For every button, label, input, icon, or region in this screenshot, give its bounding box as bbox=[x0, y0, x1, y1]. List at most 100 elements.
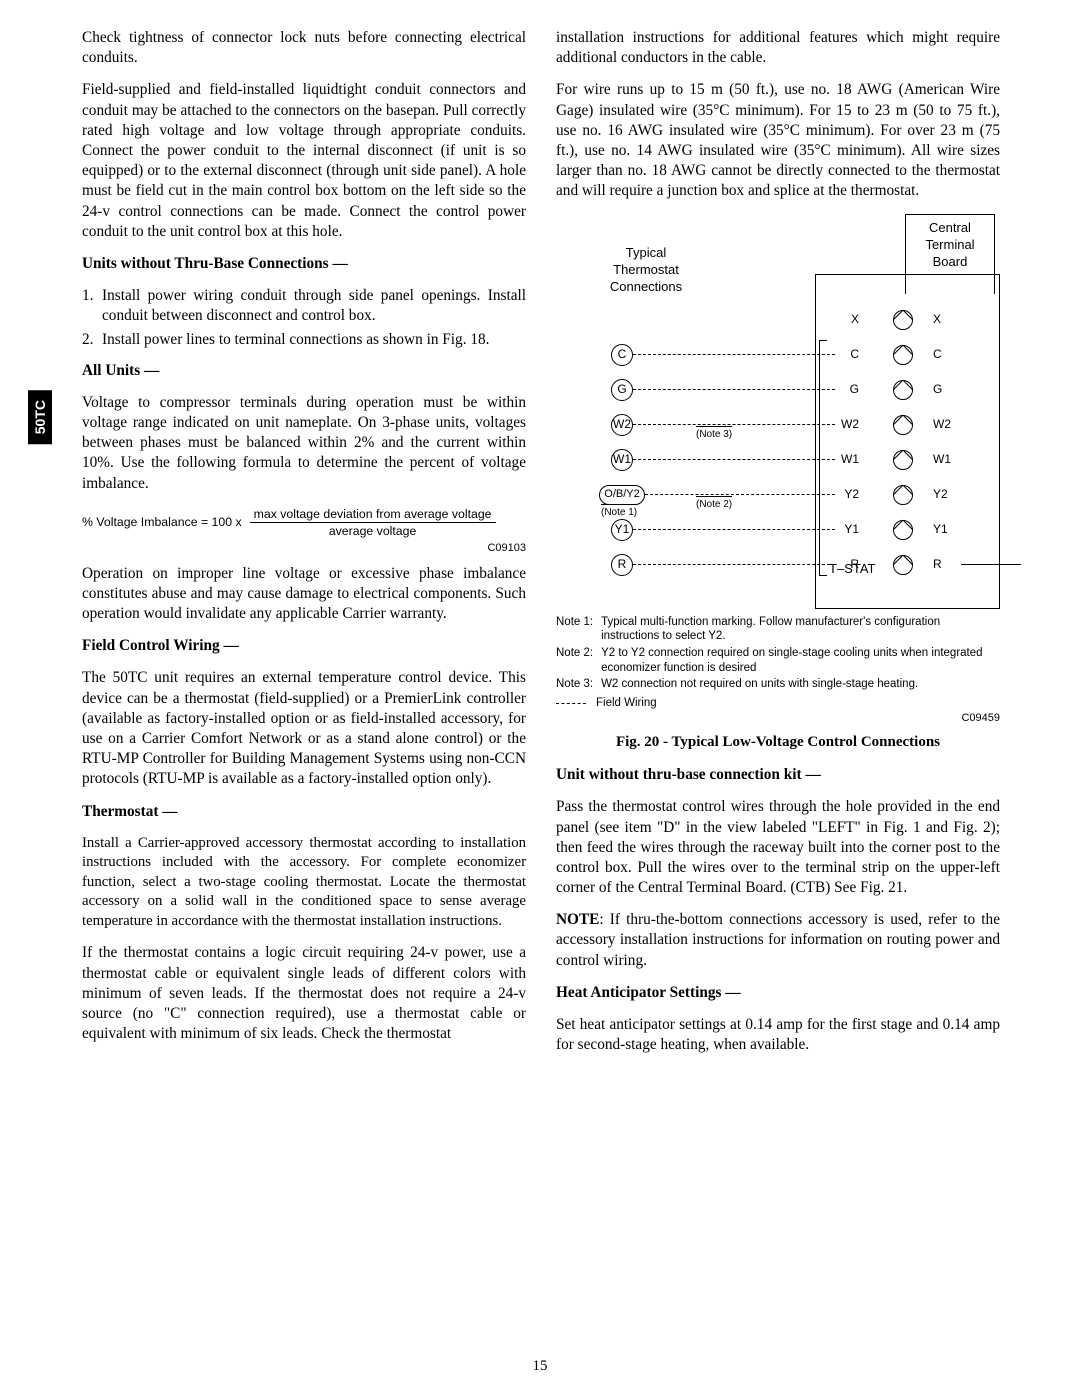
ctb-terminal-left: Y1 bbox=[837, 522, 859, 538]
field-wire bbox=[633, 424, 835, 425]
numbered-list: 1.Install power wiring conduit through s… bbox=[82, 286, 526, 351]
thermostat-terminal: R bbox=[611, 554, 633, 576]
field-wire bbox=[633, 354, 835, 355]
page-content: Check tightness of connector lock nuts b… bbox=[82, 28, 1000, 1067]
para: installation instructions for additional… bbox=[556, 28, 1000, 68]
tstat-bracket bbox=[819, 340, 827, 576]
ctb-terminal-left: G bbox=[837, 382, 859, 398]
formula-fraction: max voltage deviation from average volta… bbox=[250, 506, 496, 539]
ctb-terminal-right: G bbox=[933, 382, 957, 398]
legend-dash-icon bbox=[556, 703, 586, 704]
para: If the thermostat contains a logic circu… bbox=[82, 943, 526, 1044]
ctb-terminal-right: Y2 bbox=[933, 487, 957, 503]
diagram-tstat-label: TypicalThermostatConnections bbox=[586, 244, 706, 295]
diagram-note-ref: (Note 3) bbox=[696, 426, 732, 441]
para: Check tightness of connector lock nuts b… bbox=[82, 28, 526, 68]
list-item: 1.Install power wiring conduit through s… bbox=[102, 286, 526, 326]
ctb-terminal-left: Y2 bbox=[837, 487, 859, 503]
field-wire bbox=[633, 564, 835, 565]
para: Voltage to compressor terminals during o… bbox=[82, 393, 526, 494]
ctb-terminal-right: R bbox=[933, 557, 957, 573]
heading-all-units: All Units — bbox=[82, 361, 526, 381]
note-body: : If thru-the-bottom connections accesso… bbox=[556, 911, 1000, 968]
diagram-row: CCC bbox=[556, 344, 1000, 366]
diagram-row: O/B/Y2(Note 2)(Note 1)Y2Y2 bbox=[556, 484, 1000, 506]
ctb-terminal-right: Y1 bbox=[933, 522, 957, 538]
note-label: NOTE bbox=[556, 911, 599, 928]
para-note: NOTE: If thru-the-bottom connections acc… bbox=[556, 910, 1000, 971]
heading-heat-anticipator: Heat Anticipator Settings — bbox=[556, 983, 1000, 1003]
ctb-terminal-right: C bbox=[933, 347, 957, 363]
figure-code: C09103 bbox=[82, 541, 526, 556]
legend: Field Wiring bbox=[556, 696, 1000, 711]
thermostat-terminal: O/B/Y2 bbox=[599, 485, 645, 505]
para: The 50TC unit requires an external tempe… bbox=[82, 668, 526, 789]
screw-terminal-icon bbox=[893, 380, 913, 400]
diagram-note-ref: (Note 2) bbox=[696, 496, 732, 511]
para: Operation on improper line voltage or ex… bbox=[82, 564, 526, 625]
note-label: Note 3: bbox=[556, 677, 593, 692]
thermostat-terminal: G bbox=[611, 379, 633, 401]
screw-terminal-icon bbox=[893, 555, 913, 575]
screw-terminal-icon bbox=[893, 450, 913, 470]
list-text: Install power lines to terminal connecti… bbox=[102, 331, 489, 348]
ctb-terminal-left: C bbox=[837, 347, 859, 363]
ctb-terminal-left: X bbox=[837, 312, 859, 328]
formula-numerator: max voltage deviation from average volta… bbox=[250, 506, 496, 523]
thermostat-terminal: W2 bbox=[611, 414, 633, 436]
note-text: Typical multi-function marking. Follow m… bbox=[601, 615, 1000, 644]
field-wire bbox=[645, 494, 835, 495]
note-label: Note 1: bbox=[556, 615, 593, 644]
field-wire bbox=[633, 529, 835, 530]
heading-thermostat: Thermostat — bbox=[82, 802, 526, 822]
screw-terminal-icon bbox=[893, 485, 913, 505]
formula-lhs: % Voltage Imbalance = 100 x bbox=[82, 514, 242, 530]
thermostat-terminal: Y1 bbox=[611, 519, 633, 541]
field-wire bbox=[633, 459, 835, 460]
para: Field-supplied and field-installed liqui… bbox=[82, 80, 526, 242]
diagram-row: W2(Note 3)W2W2 bbox=[556, 414, 1000, 436]
ctb-terminal-left: W1 bbox=[837, 452, 859, 468]
heading-thru-base: Units without Thru-Base Connections — bbox=[82, 254, 526, 274]
para: Pass the thermostat control wires throug… bbox=[556, 797, 1000, 898]
heading-unit-without-kit: Unit without thru-base connection kit — bbox=[556, 765, 1000, 785]
side-tab: 50TC bbox=[28, 390, 52, 444]
figure-code: C09459 bbox=[556, 711, 1000, 726]
list-item: 2.Install power lines to terminal connec… bbox=[102, 330, 526, 350]
wire-out bbox=[961, 564, 1021, 565]
diagram-notes: Note 1: Typical multi-function marking. F… bbox=[556, 615, 1000, 711]
field-wire bbox=[633, 389, 835, 390]
thermostat-terminal: W1 bbox=[611, 449, 633, 471]
screw-terminal-icon bbox=[893, 415, 913, 435]
tstat-bottom-label: T–STAT bbox=[829, 560, 875, 577]
note-text: W2 connection not required on units with… bbox=[601, 677, 918, 692]
para: Set heat anticipator settings at 0.14 am… bbox=[556, 1015, 1000, 1055]
screw-terminal-icon bbox=[893, 310, 913, 330]
formula-denominator: average voltage bbox=[250, 523, 496, 539]
diagram-row: Y1 Y1 Y1 bbox=[556, 519, 1000, 541]
legend-text: Field Wiring bbox=[596, 696, 657, 711]
wiring-diagram: TypicalThermostatConnections CentralTerm… bbox=[556, 214, 1000, 609]
screw-terminal-icon bbox=[893, 520, 913, 540]
para: For wire runs up to 15 m (50 ft.), use n… bbox=[556, 80, 1000, 201]
diagram-row: RRR bbox=[556, 554, 1000, 576]
diagram-row: W1 W1 W1 bbox=[556, 449, 1000, 471]
heading-field-control: Field Control Wiring — bbox=[82, 636, 526, 656]
note-label: Note 2: bbox=[556, 646, 593, 675]
left-column: Check tightness of connector lock nuts b… bbox=[82, 28, 526, 1067]
figure-caption: Fig. 20 - Typical Low-Voltage Control Co… bbox=[556, 733, 1000, 753]
thermostat-terminal: C bbox=[611, 344, 633, 366]
ctb-terminal-left: W2 bbox=[837, 417, 859, 433]
list-text: Install power wiring conduit through sid… bbox=[102, 287, 526, 324]
para: Install a Carrier-approved accessory the… bbox=[82, 834, 526, 932]
voltage-formula: % Voltage Imbalance = 100 x max voltage … bbox=[82, 506, 526, 539]
diagram-row: XX bbox=[556, 309, 1000, 331]
page-number: 15 bbox=[0, 1358, 1080, 1375]
ctb-terminal-right: W1 bbox=[933, 452, 957, 468]
diagram-row: GGG bbox=[556, 379, 1000, 401]
diagram-note-ref: (Note 1) bbox=[601, 504, 637, 519]
right-column: installation instructions for additional… bbox=[556, 28, 1000, 1067]
screw-terminal-icon bbox=[893, 345, 913, 365]
note-text: Y2 to Y2 connection required on single-s… bbox=[601, 646, 1000, 675]
ctb-terminal-right: X bbox=[933, 312, 957, 328]
